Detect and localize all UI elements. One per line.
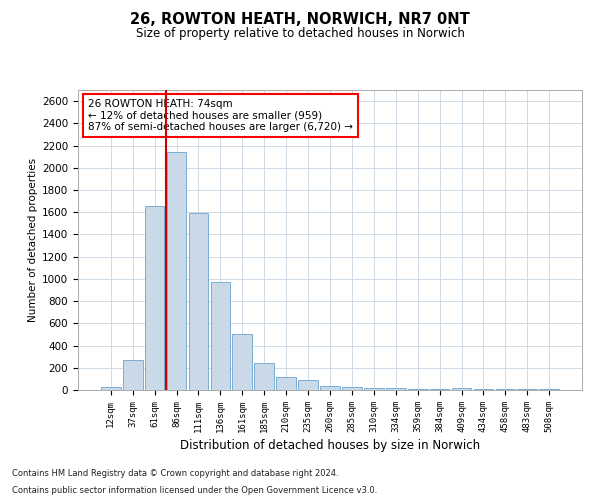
Bar — [232, 334, 252, 390]
Text: 26, ROWTON HEATH, NORWICH, NR7 0NT: 26, ROWTON HEATH, NORWICH, NR7 0NT — [130, 12, 470, 28]
Bar — [298, 380, 318, 390]
Text: Contains HM Land Registry data © Crown copyright and database right 2024.: Contains HM Land Registry data © Crown c… — [12, 468, 338, 477]
Bar — [364, 388, 384, 390]
Bar — [188, 214, 208, 390]
Y-axis label: Number of detached properties: Number of detached properties — [28, 158, 38, 322]
Bar — [211, 282, 230, 390]
Bar — [386, 388, 406, 390]
X-axis label: Distribution of detached houses by size in Norwich: Distribution of detached houses by size … — [180, 439, 480, 452]
Bar — [123, 360, 143, 390]
Bar — [145, 206, 164, 390]
Bar — [276, 377, 296, 390]
Text: 26 ROWTON HEATH: 74sqm
← 12% of detached houses are smaller (959)
87% of semi-de: 26 ROWTON HEATH: 74sqm ← 12% of detached… — [88, 99, 353, 132]
Bar — [320, 386, 340, 390]
Text: Contains public sector information licensed under the Open Government Licence v3: Contains public sector information licen… — [12, 486, 377, 495]
Bar — [101, 386, 121, 390]
Bar — [167, 152, 187, 390]
Bar — [452, 388, 472, 390]
Bar — [342, 386, 362, 390]
Bar — [408, 389, 428, 390]
Bar — [254, 363, 274, 390]
Text: Size of property relative to detached houses in Norwich: Size of property relative to detached ho… — [136, 28, 464, 40]
